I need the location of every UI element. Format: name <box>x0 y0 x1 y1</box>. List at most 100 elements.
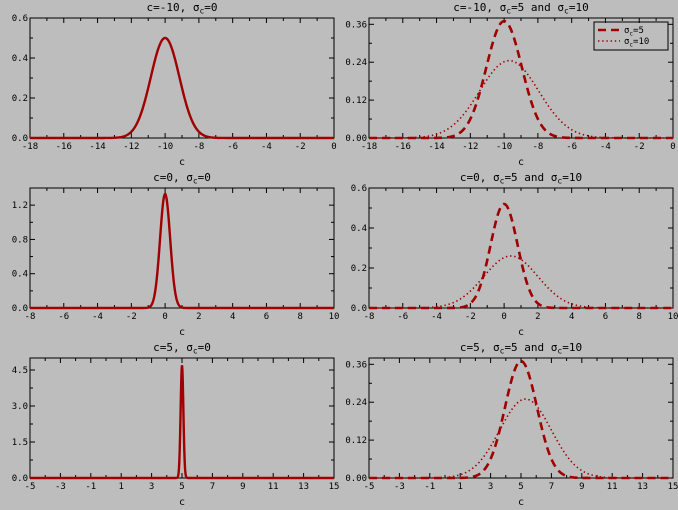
x-tick-label: 8 <box>637 312 642 322</box>
x-axis-label: c <box>518 497 524 508</box>
chart-title: c=5, σc=5 and σc=10 <box>460 341 582 356</box>
x-tick-label: -6 <box>397 312 408 322</box>
plot-box <box>29 187 335 309</box>
curve-solid <box>30 192 334 310</box>
y-tick-label: 0.8 <box>12 235 28 245</box>
y-tick-label: 0.00 <box>345 134 367 144</box>
x-tick-label: -8 <box>193 142 204 152</box>
x-tick-label: -14 <box>428 142 444 152</box>
x-tick-label: 11 <box>607 482 618 492</box>
legend-box <box>593 21 669 51</box>
y-tick-label: 0.0 <box>12 474 28 484</box>
x-tick-label: -2 <box>465 312 476 322</box>
chart-c0-sigma5-and-10: c=0, σc=5 and σc=10 -8 -6 -4 -2 0 2 4 6 8 10 0.0 0.2… <box>351 171 678 338</box>
x-axis-label: c <box>179 497 185 508</box>
y-tick-label: 0.36 <box>345 360 367 370</box>
y-tick-label: 0.6 <box>351 184 367 194</box>
x-tick-label: 11 <box>268 482 279 492</box>
x-tick-label: -10 <box>157 142 173 152</box>
x-tick-label: 8 <box>298 312 303 322</box>
y-tick-label: 3.0 <box>12 402 28 412</box>
chart-title: c=0, σc=5 and σc=10 <box>460 171 582 186</box>
x-tick-label: 7 <box>210 482 215 492</box>
curve-solid <box>30 36 334 140</box>
x-tick-label: -4 <box>261 142 272 152</box>
x-tick-label: -6 <box>58 312 69 322</box>
x-tick-label: -2 <box>126 312 137 322</box>
x-tick-label: 0 <box>331 142 336 152</box>
plot-box <box>29 17 335 139</box>
y-tick-label: 0.36 <box>345 20 367 30</box>
y-tick-label: 0.0 <box>351 304 367 314</box>
curve-solid <box>30 365 334 480</box>
y-tick-label: 0.6 <box>12 14 28 24</box>
x-tick-label: 5 <box>179 482 184 492</box>
x-tick-label: -3 <box>394 482 405 492</box>
x-tick-label: -12 <box>123 142 139 152</box>
curve-dotted <box>369 398 673 479</box>
x-tick-label: -8 <box>532 142 543 152</box>
y-tick-label: 0.24 <box>345 398 367 408</box>
plot-box <box>368 187 674 309</box>
x-tick-label: 13 <box>298 482 309 492</box>
x-tick-label: -1 <box>424 482 435 492</box>
chart-title: c=0, σc=0 <box>153 171 211 186</box>
x-tick-label: 6 <box>264 312 269 322</box>
x-tick-label: -4 <box>431 312 442 322</box>
x-tick-label: 9 <box>240 482 245 492</box>
x-tick-label: 0 <box>501 312 506 322</box>
chart-title: c=-10, σc=0 <box>146 1 217 16</box>
chart-title: c=5, σc=0 <box>153 341 211 356</box>
x-axis-label: c <box>179 157 185 168</box>
y-tick-label: 0.0 <box>12 304 28 314</box>
x-tick-label: 1 <box>118 482 123 492</box>
x-tick-label: 0 <box>670 142 675 152</box>
x-tick-label: 2 <box>196 312 201 322</box>
curve-dashed <box>369 359 673 480</box>
chart-c5-sigma0: c=5, σc=0-5 -3 -1 1 3 5 7 9 11 13 150.01.53.04.5c <box>12 341 339 508</box>
plot-box <box>368 17 674 139</box>
curve-dashed <box>369 19 673 140</box>
y-tick-label: 0.2 <box>12 94 28 104</box>
y-tick-label: 4.5 <box>12 366 28 376</box>
y-tick-label: 0.4 <box>12 54 28 64</box>
x-tick-label: -12 <box>462 142 478 152</box>
x-tick-label: 13 <box>637 482 648 492</box>
x-tick-label: -3 <box>55 482 66 492</box>
x-tick-label: 3 <box>149 482 154 492</box>
x-tick-label: -5 <box>364 482 375 492</box>
x-tick-label: -6 <box>227 142 238 152</box>
x-tick-label: 9 <box>579 482 584 492</box>
x-axis-label: c <box>179 327 185 338</box>
x-tick-label: -5 <box>25 482 36 492</box>
x-axis-label: c <box>518 157 524 168</box>
y-tick-label: 0.12 <box>345 96 367 106</box>
curve-dashed <box>369 202 673 310</box>
curve-dotted <box>369 255 673 309</box>
y-tick-label: 0.12 <box>345 436 367 446</box>
x-tick-label: 0 <box>162 312 167 322</box>
x-tick-label: 6 <box>603 312 608 322</box>
chart-title: c=-10, σc=5 and σc=10 <box>453 1 589 16</box>
x-tick-label: 15 <box>329 482 339 492</box>
x-tick-label: -8 <box>25 312 36 322</box>
curve-dotted <box>369 59 673 139</box>
y-tick-label: 1.2 <box>12 201 28 211</box>
chart-c0-sigma0: c=0, σc=0 -8 -6 -4 -2 0 2 4 6 8 10 0.0 0.4 0.8 1.2 c <box>12 171 339 338</box>
x-tick-label: -18 <box>22 142 38 152</box>
x-tick-label: 1 <box>457 482 462 492</box>
x-tick-label: 4 <box>230 312 235 322</box>
x-axis-label: c <box>518 327 524 338</box>
x-tick-label: 10 <box>329 312 339 322</box>
y-tick-label: 0.4 <box>351 224 367 234</box>
plot-box <box>368 357 674 479</box>
x-tick-label: 7 <box>549 482 554 492</box>
x-tick-label: -16 <box>56 142 72 152</box>
x-tick-label: 2 <box>535 312 540 322</box>
x-tick-label: -16 <box>395 142 411 152</box>
y-tick-label: 0.4 <box>12 270 28 280</box>
y-tick-label: 1.5 <box>12 438 28 448</box>
y-tick-label: 0.00 <box>345 474 367 484</box>
chart-c-neg10-sigma5-and-10: c=-10, σc=5 and σc=10 -18 -16 -14 -12 -10 -8 -6… <box>345 1 675 168</box>
